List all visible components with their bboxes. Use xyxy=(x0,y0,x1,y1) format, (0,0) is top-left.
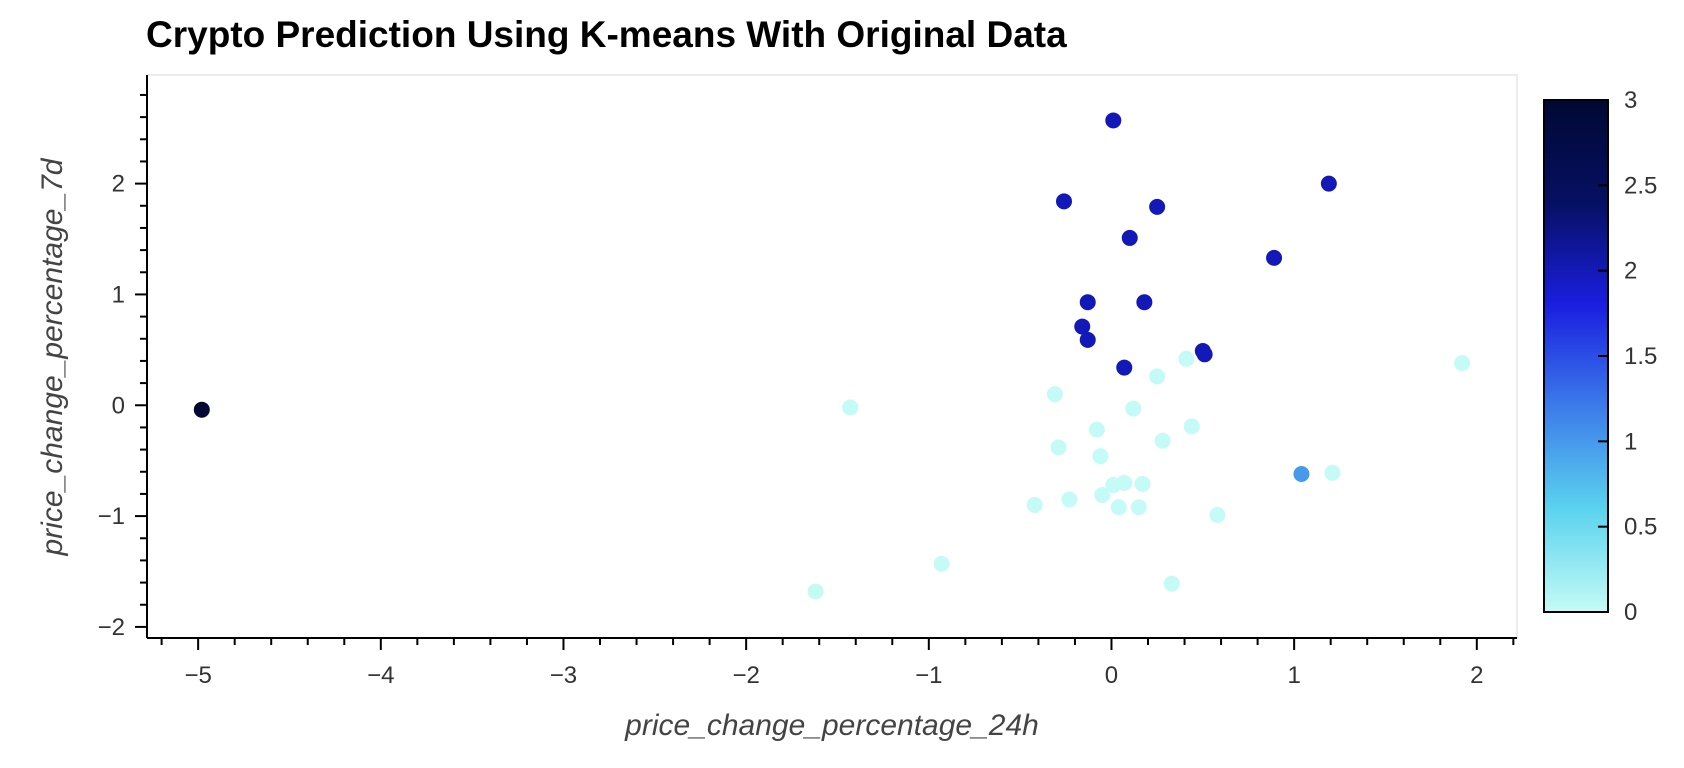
colorbar-tick-label: 3 xyxy=(1624,87,1637,114)
data-point[interactable] xyxy=(1136,294,1153,311)
y-tick-label: 2 xyxy=(112,171,125,198)
data-point[interactable] xyxy=(1183,418,1200,435)
x-axis-title: price_change_percentage_24h xyxy=(624,709,1039,742)
chart-title: Crypto Prediction Using K-means With Ori… xyxy=(146,14,1067,55)
data-point[interactable] xyxy=(1088,421,1105,438)
data-point[interactable] xyxy=(1092,448,1109,465)
data-point[interactable] xyxy=(1320,175,1337,192)
colorbar-tick-label: 0 xyxy=(1624,599,1637,626)
x-axis: −5 −4 −3 −2 −1 0 1 2 xyxy=(160,638,1515,689)
x-tick-label: −4 xyxy=(367,662,394,689)
plot-frame xyxy=(146,74,1518,639)
colorbar-tick-label: 2.5 xyxy=(1624,172,1657,199)
y-tick-label: −1 xyxy=(98,503,125,530)
data-point[interactable] xyxy=(1061,491,1078,508)
data-point[interactable] xyxy=(1130,499,1147,516)
x-tick-label: −1 xyxy=(915,662,942,689)
colorbar-gradient xyxy=(1543,99,1609,613)
data-point[interactable] xyxy=(1079,294,1096,311)
x-tick-label: −5 xyxy=(184,662,211,689)
x-tick-label: 2 xyxy=(1470,662,1483,689)
x-tick-label: −2 xyxy=(732,662,759,689)
data-point[interactable] xyxy=(1055,193,1072,210)
data-point[interactable] xyxy=(1134,475,1151,492)
x-tick-label: 1 xyxy=(1287,662,1300,689)
data-point[interactable] xyxy=(1178,350,1195,367)
y-axis-title: price_change_percentage_7d xyxy=(36,157,69,556)
data-point[interactable] xyxy=(1110,499,1127,516)
data-point[interactable] xyxy=(1046,386,1063,403)
data-point[interactable] xyxy=(807,583,824,600)
colorbar-tick-label: 0.5 xyxy=(1624,514,1657,541)
colorbar-tick-label: 1.5 xyxy=(1624,343,1657,370)
data-point[interactable] xyxy=(1121,229,1138,246)
data-point[interactable] xyxy=(1149,198,1166,215)
data-point[interactable] xyxy=(1125,400,1142,417)
data-point[interactable] xyxy=(1293,465,1310,482)
data-point[interactable] xyxy=(1116,474,1133,491)
colorbar-tick-label: 1 xyxy=(1624,428,1637,455)
y-tick-label: 0 xyxy=(112,392,125,419)
data-point[interactable] xyxy=(193,401,210,418)
data-point[interactable] xyxy=(1050,439,1067,456)
data-point[interactable] xyxy=(1324,464,1341,481)
data-point[interactable] xyxy=(842,399,859,416)
data-points[interactable] xyxy=(193,112,1471,600)
data-point[interactable] xyxy=(1074,318,1091,335)
data-point[interactable] xyxy=(1105,112,1122,129)
data-point[interactable] xyxy=(1026,497,1043,514)
data-point[interactable] xyxy=(1196,346,1213,363)
data-point[interactable] xyxy=(933,555,950,572)
colorbar-tick-label: 2 xyxy=(1624,258,1637,285)
y-tick-label: 1 xyxy=(112,281,125,308)
data-point[interactable] xyxy=(1116,359,1133,376)
data-point[interactable] xyxy=(1454,355,1471,372)
data-point[interactable] xyxy=(1209,506,1226,523)
x-tick-label: 0 xyxy=(1105,662,1118,689)
data-point[interactable] xyxy=(1266,249,1283,266)
data-point[interactable] xyxy=(1163,575,1180,592)
data-point[interactable] xyxy=(1149,368,1166,385)
colorbar: 0 0.5 1 1.5 2 2.5 3 xyxy=(1543,87,1657,626)
y-tick-label: −2 xyxy=(98,614,125,641)
data-point[interactable] xyxy=(1079,331,1096,348)
data-point[interactable] xyxy=(1154,432,1171,449)
y-axis: −2 −1 0 1 2 xyxy=(98,93,147,641)
x-tick-label: −3 xyxy=(550,662,577,689)
data-point[interactable] xyxy=(1094,487,1111,504)
